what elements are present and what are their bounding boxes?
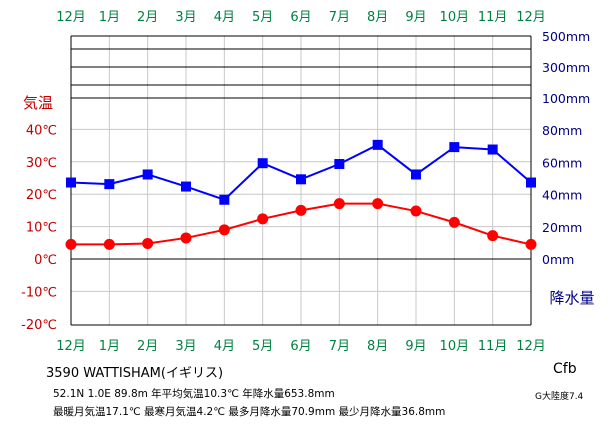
month-label-bottom: 2月 [137,339,158,354]
precip-tick-label: 500mm [542,29,590,44]
precipitation-point [449,142,460,153]
precipitation-point [219,194,230,205]
precipitation-point [334,159,345,170]
temperature-point [448,216,460,228]
temp-tick-label: 30℃ [26,156,57,171]
month-label-top: 11月 [478,10,508,25]
temp-tick-label: -10℃ [21,285,57,300]
precip-tick-label: 300mm [542,60,590,75]
temperature-point [487,230,499,242]
precipitation-line [66,139,536,205]
precipitation-point [411,169,421,180]
temp-tick-label: 40℃ [26,123,57,138]
temperature-point [333,198,345,210]
temp-tick-label: 20℃ [26,188,57,203]
precipitation-point [181,181,191,192]
precip-tick-label: 0mm [542,252,574,267]
continentality: G大陸度7.4 [535,392,584,402]
precipitation-axis: 500mm 300mm 100mm 80mm 60mm 40mm 20mm 0mm 降水量 [542,29,595,307]
precipitation-point [372,139,383,150]
station-extremes: 最暖月気温17.1℃ 最寒月気温4.2℃ 最多月降水量70.9mm 最少月降水量… [53,406,446,418]
precip-axis-title: 降水量 [549,289,594,307]
temperature-point [525,238,537,250]
temp-tick-label: 10℃ [26,221,57,236]
temperature-axis: 気温 40℃ 30℃ 20℃ 10℃ 0℃ -10℃ -20℃ [21,94,57,333]
month-labels-bottom: 12月 1月 2月 3月 4月 5月 6月 7月 8月 9月 10月 11月 12月 [56,339,546,354]
precipitation-point [487,144,498,155]
temperature-point [142,237,154,249]
month-label-top: 7月 [329,10,350,25]
plot-frame [70,35,532,326]
month-labels-top: 12月 1月 2月 3月 4月 5月 6月 7月 8月 9月 10月 11月 12月 [56,10,546,25]
precipitation-point [526,177,536,188]
precipitation-point [142,169,153,180]
month-label-bottom: 6月 [290,339,311,354]
month-label-bottom: 5月 [252,339,273,354]
temp-axis-title: 気温 [23,94,53,112]
month-label-bottom: 4月 [214,339,235,354]
precip-tick-label: 20mm [542,220,582,235]
temperature-point [103,238,115,250]
precip-tick-label: 100mm [542,91,590,106]
temp-tick-label: 0℃ [34,253,57,268]
month-label-top: 10月 [440,10,470,25]
temperature-point [372,198,384,210]
month-label-top: 8月 [367,10,388,25]
station-summary: 52.1N 1.0E 89.8m 年平均気温10.3℃ 年降水量653.8mm [53,388,335,400]
month-label-top: 9月 [405,10,426,25]
temperature-point [180,232,192,244]
temperature-point [65,238,77,250]
precipitation-point [66,177,76,188]
temperature-point [218,224,230,236]
precip-tick-label: 80mm [542,123,582,138]
month-label-bottom: 9月 [405,339,426,354]
month-label-top: 4月 [214,10,235,25]
month-label-top: 3月 [175,10,196,25]
month-label-top: 12月 [516,10,546,25]
temperature-point [295,204,307,216]
month-label-top: 2月 [137,10,158,25]
month-label-bottom: 10月 [440,339,470,354]
month-label-bottom: 1月 [99,339,120,354]
month-label-bottom: 12月 [56,339,86,354]
koppen-class: Cfb [553,361,577,377]
month-label-top: 1月 [99,10,120,25]
month-label-bottom: 11月 [478,339,508,354]
month-label-top: 12月 [56,10,86,25]
station-name: 3590 WATTISHAM(イギリス) [46,366,224,381]
temperature-line [65,198,537,250]
temperature-point [410,205,422,217]
month-label-bottom: 8月 [367,339,388,354]
temperature-point [257,213,269,225]
precipitation-point [104,179,115,190]
precipitation-point [257,158,268,169]
month-label-top: 5月 [252,10,273,25]
month-label-bottom: 3月 [175,339,196,354]
month-label-top: 6月 [290,10,311,25]
month-label-bottom: 7月 [329,339,350,354]
temp-tick-label: -20℃ [21,318,57,333]
precip-tick-label: 40mm [542,188,582,203]
precip-tick-label: 60mm [542,155,582,170]
month-label-bottom: 12月 [516,339,546,354]
precipitation-point [296,174,306,185]
